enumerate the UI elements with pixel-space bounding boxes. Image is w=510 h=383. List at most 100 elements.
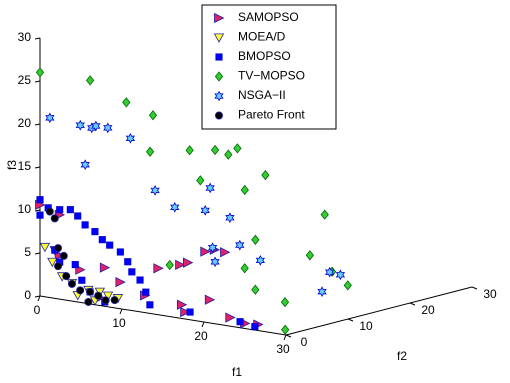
data-point [84, 297, 93, 306]
data-point [66, 206, 74, 214]
y-tick [347, 318, 354, 322]
data-point [220, 247, 231, 258]
z-tick-label: 10 [18, 202, 32, 216]
data-point [240, 184, 249, 196]
data-point [106, 241, 114, 249]
data-point [103, 122, 113, 134]
data-point [56, 206, 64, 214]
x-tick-label: 0 [34, 303, 41, 317]
z-tick [34, 295, 41, 298]
data-point [146, 301, 154, 309]
data-point [240, 263, 249, 274]
data-point [74, 212, 82, 220]
data-point [101, 296, 110, 305]
data-point [305, 250, 314, 261]
data-point [86, 287, 95, 296]
data-point [39, 242, 51, 253]
data-point [180, 306, 191, 318]
legend-label: TV−MOPSO [238, 69, 305, 83]
data-point [210, 144, 220, 156]
data-point [71, 261, 79, 269]
z-tick-label: 5 [24, 245, 31, 259]
z-tick-label: 30 [18, 30, 32, 44]
x-axis [39, 295, 287, 336]
z-tick [34, 80, 41, 83]
data-point [91, 120, 101, 132]
x-tick [283, 334, 287, 341]
legend-marker [213, 33, 225, 43]
data-point [116, 248, 124, 256]
data-point [185, 145, 194, 156]
z-tick-label: 20 [18, 116, 32, 130]
y-axis-label: f2 [397, 349, 407, 363]
data-point [80, 159, 90, 171]
z-tick [34, 123, 41, 126]
data-point [165, 259, 174, 271]
data-point [170, 201, 180, 213]
data-point [207, 242, 218, 254]
x-tick-label: 20 [194, 329, 208, 343]
data-point [99, 262, 111, 273]
data-point [205, 182, 215, 194]
data-point [47, 257, 58, 268]
data-point [200, 205, 210, 216]
data-point [45, 112, 55, 124]
legend-marker [214, 12, 225, 24]
data-point [210, 256, 220, 268]
y-tick-label: 30 [483, 287, 497, 301]
legend-marker [214, 90, 224, 102]
data-point [115, 276, 126, 288]
legend-box [201, 4, 337, 130]
y-tick [409, 302, 416, 306]
legend-marker [215, 53, 223, 61]
legend: SAMOPSO MOEA/D BMOPSO TV−MOPSO NSGA−II Pareto… [201, 4, 337, 130]
z-axis-label: f3 [5, 160, 19, 170]
data-point [281, 324, 290, 335]
data-point [50, 214, 59, 223]
data-point [153, 263, 164, 274]
data-point [54, 262, 63, 271]
y-tick [471, 286, 478, 290]
z-tick [34, 37, 41, 40]
data-point [78, 276, 86, 284]
data-point [150, 185, 160, 196]
data-point [225, 212, 235, 224]
data-point [45, 207, 54, 216]
x-tick [119, 308, 123, 315]
data-point [261, 170, 270, 181]
data-point [224, 149, 233, 160]
data-point [255, 255, 266, 266]
data-point [98, 236, 106, 244]
z-tick [34, 166, 41, 169]
data-point [204, 294, 216, 305]
x-tick-label: 30 [276, 342, 290, 356]
x-tick [201, 321, 205, 328]
x-tick-label: 10 [112, 316, 126, 330]
data-point [35, 67, 45, 78]
z-tick [34, 252, 41, 255]
data-point [125, 132, 136, 144]
data-point [186, 308, 194, 316]
legend-label: SAMOPSO [238, 10, 299, 24]
z-tick [34, 209, 41, 212]
data-point [236, 318, 244, 326]
data-point [62, 272, 71, 281]
legend-label: BMOPSO [238, 49, 291, 63]
data-point [110, 296, 119, 305]
data-point [54, 244, 63, 253]
y-axis [285, 286, 473, 336]
legend-marker [214, 71, 224, 82]
data-point [176, 299, 188, 310]
data-point [320, 209, 329, 220]
data-point [343, 280, 352, 291]
y-tick [285, 334, 292, 338]
data-point [75, 119, 85, 131]
data-point [122, 97, 131, 108]
data-point [36, 211, 44, 219]
data-point [67, 279, 76, 288]
data-point [196, 175, 205, 186]
data-point [86, 75, 95, 86]
data-point [225, 312, 236, 323]
